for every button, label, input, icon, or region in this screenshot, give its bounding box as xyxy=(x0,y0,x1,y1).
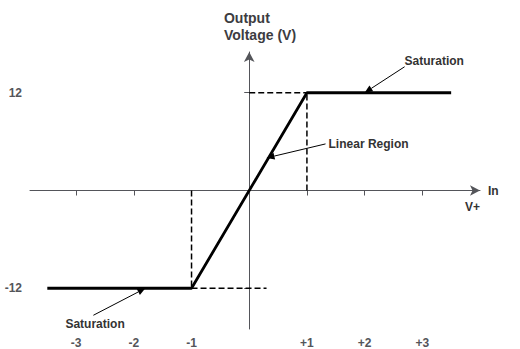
svg-text:+1: +1 xyxy=(300,336,314,349)
svg-text:Saturation: Saturation xyxy=(65,317,124,331)
svg-text:-12: -12 xyxy=(5,281,23,295)
svg-text:-2: -2 xyxy=(129,336,140,349)
svg-text:V+: V+ xyxy=(465,200,480,214)
svg-text:+2: +2 xyxy=(358,336,372,349)
svg-text:-3: -3 xyxy=(71,336,82,349)
svg-text:Output: Output xyxy=(224,10,270,26)
svg-text:In: In xyxy=(488,184,499,198)
svg-text:Saturation: Saturation xyxy=(405,54,464,68)
svg-text:Linear Region: Linear Region xyxy=(329,137,409,151)
svg-text:-1: -1 xyxy=(186,336,197,349)
svg-text:+3: +3 xyxy=(415,336,429,349)
svg-text:12: 12 xyxy=(9,86,23,100)
svg-text:Voltage (V): Voltage (V) xyxy=(224,27,296,43)
